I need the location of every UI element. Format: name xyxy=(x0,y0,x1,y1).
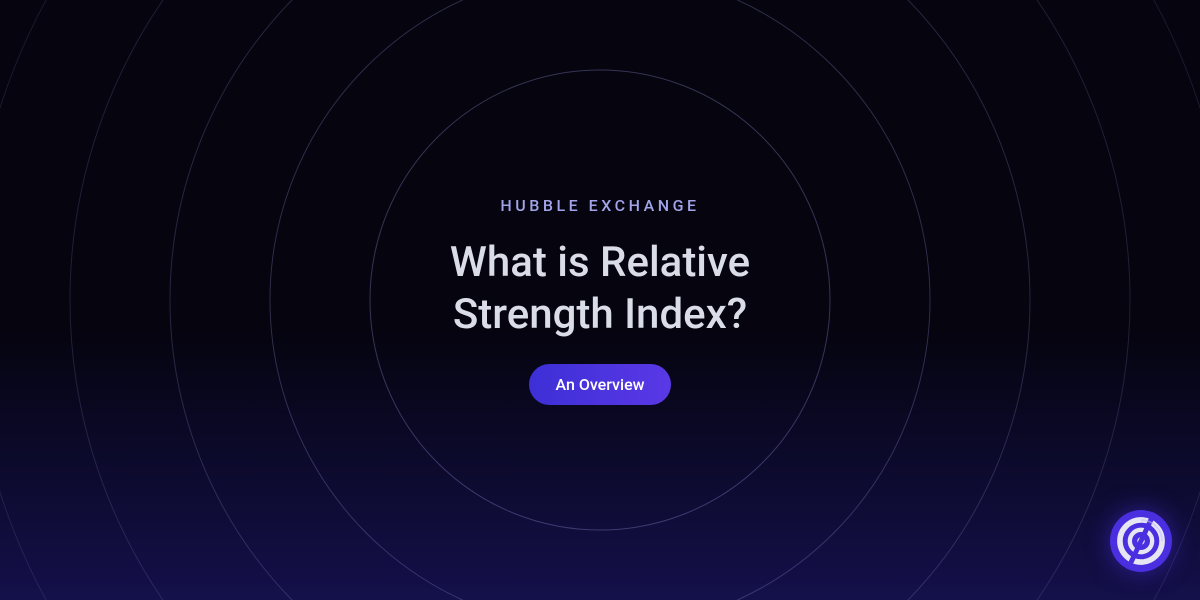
brand-logo xyxy=(1110,510,1172,572)
overview-pill: An Overview xyxy=(529,364,670,405)
title-line-1: What is Relative xyxy=(450,237,750,290)
target-icon xyxy=(1110,510,1172,572)
content-stack: HUBBLE EXCHANGE What is Relative Strengt… xyxy=(0,0,1200,600)
eyebrow-text: HUBBLE EXCHANGE xyxy=(500,196,699,215)
hero-banner: HUBBLE EXCHANGE What is Relative Strengt… xyxy=(0,0,1200,600)
title-line-2: Strength Index? xyxy=(450,289,750,342)
page-title: What is Relative Strength Index? xyxy=(450,237,750,342)
